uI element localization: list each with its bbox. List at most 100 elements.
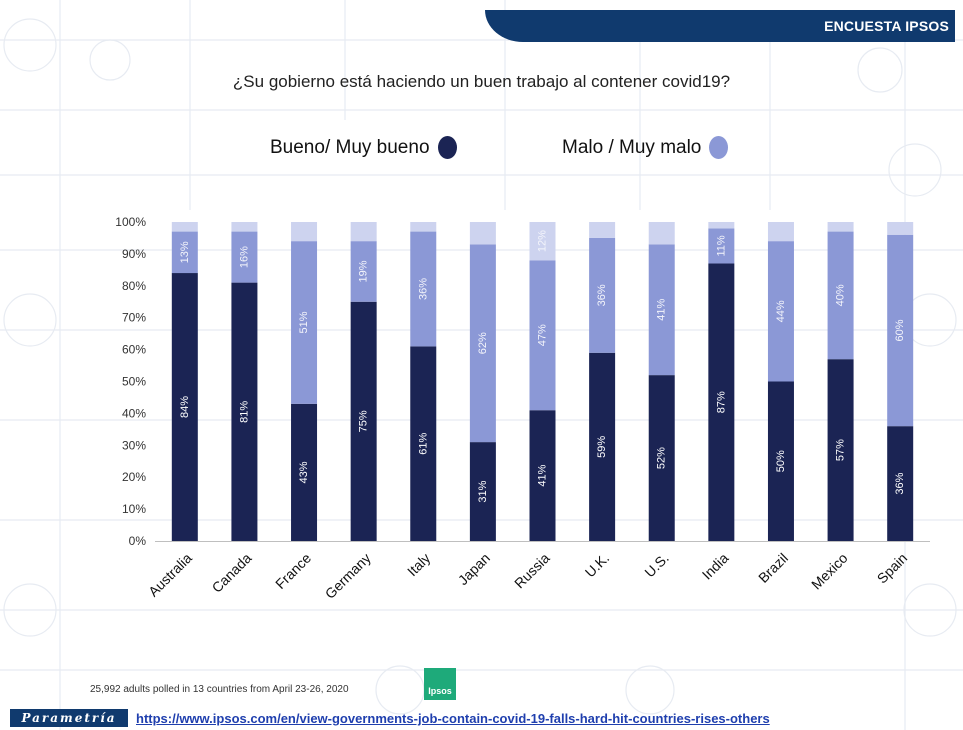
bar-segment <box>231 231 258 283</box>
y-tick-label: 90% <box>122 247 146 261</box>
bar-data-label: 12% <box>537 230 549 252</box>
bar-data-label: 19% <box>358 260 370 282</box>
bar-segment <box>827 231 854 360</box>
bar-segment <box>231 222 258 232</box>
bar-segment <box>291 241 318 404</box>
y-tick-label: 70% <box>122 311 146 325</box>
bar-segment <box>171 273 198 541</box>
bar-segment <box>708 228 735 264</box>
legend-item-malo: Malo / Muy malo <box>562 136 729 159</box>
y-tick-label: 80% <box>122 279 146 293</box>
x-category-label: Germany <box>322 550 374 602</box>
bar-segment <box>231 282 258 541</box>
bar-data-label: 44% <box>775 300 787 322</box>
x-category-label: Russia <box>511 550 553 592</box>
x-category-label: Italy <box>404 550 433 579</box>
bar-segment <box>350 301 377 541</box>
x-category-label: Canada <box>209 550 255 596</box>
header-title: ENCUESTA IPSOS <box>824 18 949 34</box>
parametria-badge: Parametría <box>10 709 128 727</box>
bar-data-label: 40% <box>835 284 847 306</box>
bar-segment <box>469 442 496 541</box>
bar-segment <box>767 241 794 382</box>
bar-segment <box>171 231 198 274</box>
bar-segment <box>887 426 914 541</box>
bar-segment <box>887 234 914 427</box>
bar-segment <box>410 222 437 232</box>
bar-data-label: 16% <box>238 246 250 268</box>
y-tick-label: 20% <box>122 470 146 484</box>
legend-item-bueno: Bueno/ Muy bueno <box>270 136 457 159</box>
y-tick-label: 10% <box>122 502 146 516</box>
y-tick-label: 100% <box>115 215 146 229</box>
bar-data-label: 52% <box>656 447 668 469</box>
bar-segment <box>589 237 616 353</box>
bar-segment <box>529 222 556 261</box>
bar-segment <box>469 222 496 245</box>
bar-segment <box>589 222 616 238</box>
bar-data-label: 87% <box>715 391 727 413</box>
y-tick-label: 40% <box>122 406 146 420</box>
bar-data-label: 84% <box>179 396 191 418</box>
bar-segment <box>708 222 735 229</box>
bar-segment <box>589 352 616 541</box>
bar-segment <box>767 381 794 541</box>
x-category-label: Mexico <box>808 550 851 593</box>
bar-segment <box>648 222 675 245</box>
bar-data-label: 31% <box>477 480 489 502</box>
bar-segment <box>410 231 437 347</box>
bar-segment <box>410 346 437 541</box>
bar-segment <box>708 263 735 541</box>
bar-data-label: 41% <box>656 299 668 321</box>
bar-data-label: 59% <box>596 436 608 458</box>
x-category-label: France <box>272 550 314 592</box>
bar-data-label: 51% <box>298 311 310 333</box>
bar-data-label: 81% <box>238 401 250 423</box>
bar-segment <box>767 222 794 242</box>
x-category-label: Australia <box>145 550 195 600</box>
y-tick-label: 0% <box>129 534 147 548</box>
bar-data-label: 43% <box>298 461 310 483</box>
bar-segment <box>827 359 854 541</box>
bar-data-label: 36% <box>596 284 608 306</box>
bar-segment <box>350 222 377 242</box>
chart-question: ¿Su gobierno está haciendo un buen traba… <box>232 72 731 91</box>
bar-data-label: 47% <box>537 324 549 346</box>
bar-segment <box>648 375 675 541</box>
bar-segment <box>469 244 496 443</box>
bar-segment <box>529 410 556 541</box>
footnote: 25,992 adults polled in 13 countries fro… <box>90 684 349 695</box>
x-category-label: Brazil <box>755 550 791 586</box>
y-tick-label: 30% <box>122 438 146 452</box>
bar-segment <box>529 260 556 411</box>
bar-data-label: 75% <box>358 410 370 432</box>
legend-dot-bueno <box>437 136 457 159</box>
bar-data-label: 50% <box>775 450 787 472</box>
y-tick-label: 60% <box>122 343 146 357</box>
bar-data-label: 36% <box>417 278 429 300</box>
bar-data-label: 36% <box>894 472 906 494</box>
bar-segment <box>827 222 854 232</box>
x-category-label: U.S. <box>641 550 672 581</box>
bar-data-label: 13% <box>179 241 191 263</box>
bar-data-label: 60% <box>894 319 906 341</box>
legend-label-malo: Malo / Muy malo <box>562 136 702 158</box>
bar-segment <box>648 244 675 376</box>
bar-data-label: 11% <box>715 235 727 256</box>
bar-segment <box>291 222 318 242</box>
source-link[interactable]: https://www.ipsos.com/en/view-government… <box>136 711 770 726</box>
bar-data-label: 57% <box>835 439 847 461</box>
legend-dot-malo <box>709 136 729 159</box>
ipsos-logo: Ipsos <box>424 668 456 700</box>
legend-label-bueno: Bueno/ Muy bueno <box>270 136 430 158</box>
y-tick-label: 50% <box>122 375 146 389</box>
header-banner <box>485 10 955 42</box>
x-category-label: Japan <box>455 550 493 588</box>
bar-segment <box>887 222 914 235</box>
bar-segment <box>350 241 377 302</box>
bar-segment <box>291 403 318 541</box>
bar-data-label: 41% <box>537 464 549 486</box>
bar-segment <box>171 222 198 232</box>
x-category-label: U.K. <box>582 550 613 581</box>
